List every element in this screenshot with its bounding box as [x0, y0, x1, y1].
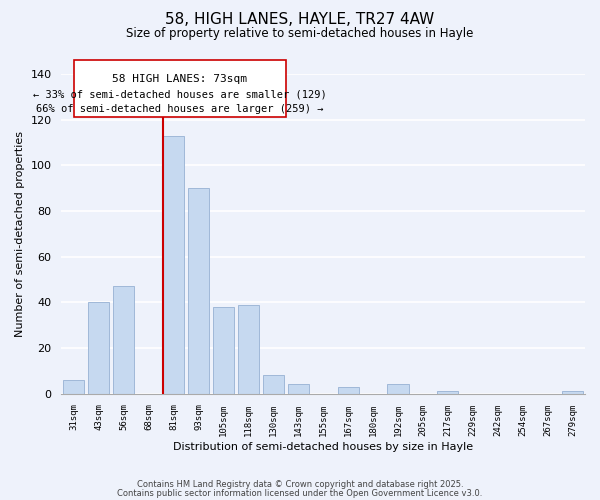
Bar [287, 384, 309, 394]
Y-axis label: Number of semi-detached properties: Number of semi-detached properties [15, 131, 25, 337]
Bar [562, 392, 583, 394]
Text: 58 HIGH LANES: 73sqm: 58 HIGH LANES: 73sqm [112, 74, 247, 84]
X-axis label: Distribution of semi-detached houses by size in Hayle: Distribution of semi-detached houses by … [173, 442, 473, 452]
Bar [388, 384, 409, 394]
Bar [63, 380, 85, 394]
Bar [238, 304, 259, 394]
Bar [163, 136, 184, 394]
Text: 58, HIGH LANES, HAYLE, TR27 4AW: 58, HIGH LANES, HAYLE, TR27 4AW [166, 12, 434, 28]
FancyBboxPatch shape [74, 60, 286, 118]
Bar [263, 376, 284, 394]
Bar [188, 188, 209, 394]
Bar [437, 392, 458, 394]
Text: Size of property relative to semi-detached houses in Hayle: Size of property relative to semi-detach… [127, 28, 473, 40]
Text: ← 33% of semi-detached houses are smaller (129): ← 33% of semi-detached houses are smalle… [33, 90, 327, 100]
Bar [213, 307, 234, 394]
Text: Contains public sector information licensed under the Open Government Licence v3: Contains public sector information licen… [118, 488, 482, 498]
Bar [88, 302, 109, 394]
Text: 66% of semi-detached houses are larger (259) →: 66% of semi-detached houses are larger (… [36, 104, 323, 115]
Bar [338, 386, 359, 394]
Bar [113, 286, 134, 394]
Text: Contains HM Land Registry data © Crown copyright and database right 2025.: Contains HM Land Registry data © Crown c… [137, 480, 463, 489]
